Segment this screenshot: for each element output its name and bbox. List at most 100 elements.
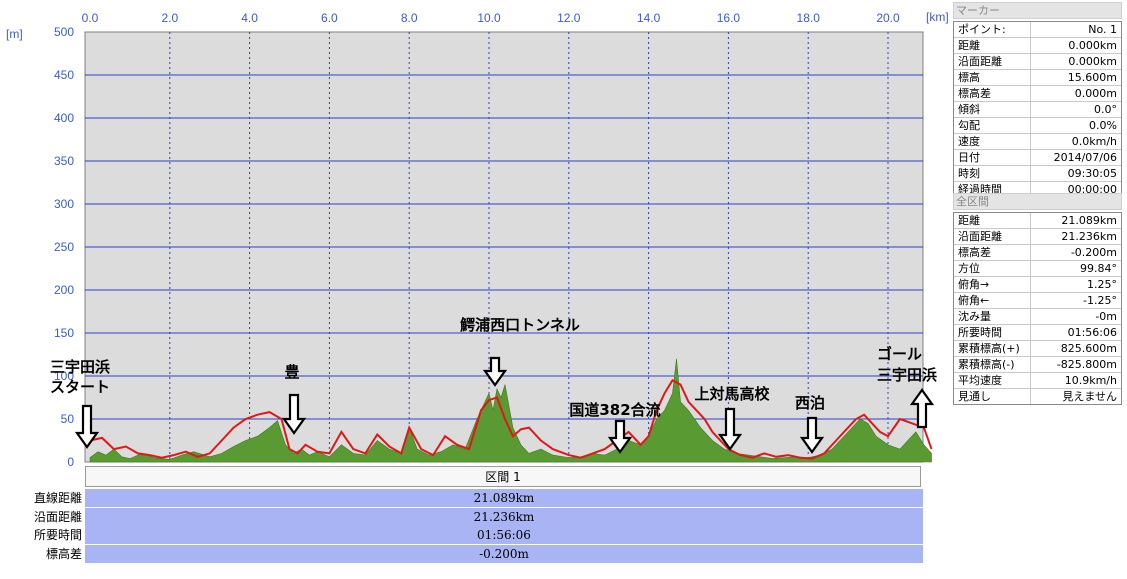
info-value: 21.089km (1061, 214, 1117, 227)
x-tick-label: 18.0 (797, 11, 821, 25)
arrow-down-icon (799, 416, 825, 454)
annotations: 三宇田浜スタート 豊 鰐浦西口トンネル国道382合流 上対馬高校西泊 ゴール三宇田浜 (50, 316, 937, 454)
summary-value: 01:56:06 (85, 526, 923, 544)
annotation-label: 豊 (284, 363, 299, 381)
y-tick-label: 300 (54, 197, 74, 211)
y-tick-label: 50 (61, 412, 75, 426)
arrow-down-icon (281, 393, 307, 435)
series-area-green (89, 358, 932, 463)
y-tick-label: 450 (54, 68, 74, 82)
annotation-label: スタート (50, 378, 110, 396)
info-value: No. 1 (1088, 23, 1117, 36)
annotation-marker: 西泊 (795, 394, 825, 454)
info-key: 見通し (954, 389, 1031, 404)
info-key: 累積標高(+) (954, 341, 1031, 356)
y-axis-ticks: 0 50 100 150 200 250 300 350 400 450 500 (54, 25, 74, 466)
summary-label: 標高差 (0, 544, 85, 563)
info-key: 方位 (954, 261, 1031, 276)
info-row: 時刻 09:30:05 (954, 166, 1121, 182)
info-key: 俯角← (954, 293, 1031, 308)
info-value: 0.0% (1089, 119, 1117, 132)
info-value: -1.25° (1083, 294, 1117, 307)
info-key: 距離 (954, 213, 1031, 228)
info-row: 平均速度 10.9km/h (954, 373, 1121, 389)
info-value: 1.25° (1087, 278, 1117, 291)
info-row: 沿面距離 0.000km (954, 54, 1121, 70)
annotation-label: 三宇田浜 (50, 358, 110, 376)
x-tick-label: 12.0 (557, 11, 581, 25)
x-tick-label: 20.0 (876, 11, 900, 25)
info-row: 標高差 -0.200m (954, 245, 1121, 261)
section-header[interactable]: 区間 1 (85, 466, 921, 487)
info-value: 825.600m (1060, 342, 1117, 355)
x-axis-ticks: 0.0 2.0 4.0 6.0 8.0 10.0 12.0 14.0 16.0 18.0 20.0 (82, 11, 900, 25)
x-tick-label: 8.0 (401, 11, 418, 25)
info-row: ポイント: No. 1 (954, 22, 1121, 38)
info-row: 標高差 0.000m (954, 86, 1121, 102)
info-value: 2014/07/06 (1053, 151, 1117, 164)
info-key: 時刻 (954, 166, 1031, 181)
summary-row: 標高差 -0.200m (0, 544, 923, 563)
x-tick-label: 6.0 (321, 11, 338, 25)
marker-table: ポイント: No. 1 距離 0.000km 沿面距離 0.000km 標高 15.600m 標… (953, 21, 1122, 198)
info-row: 累積標高(-) -825.800m (954, 357, 1121, 373)
summary-value: 21.089km (85, 489, 923, 507)
annotation-marker: 上対馬高校 (694, 385, 770, 451)
info-row: 俯角← -1.25° (954, 293, 1121, 309)
info-key: 勾配 (954, 118, 1031, 133)
total-panel: 全区間 距離 21.089km 沿面距離 21.236km 標高差 -0.200m 方位 99… (953, 193, 1122, 405)
info-key: 俯角→ (954, 277, 1031, 292)
x-tick-label: 10.0 (477, 11, 501, 25)
marker-panel: マーカー ポイント: No. 1 距離 0.000km 沿面距離 0.000km 標高 15.… (953, 2, 1122, 198)
series-line-red (89, 378, 933, 460)
summary-row: 沿面距離 21.236km (0, 507, 923, 526)
info-row: 沈み量 -0m (954, 309, 1121, 325)
info-value: 09:30:05 (1067, 167, 1117, 180)
arrow-down-icon (482, 356, 508, 387)
info-value: -0m (1095, 310, 1117, 323)
annotation-label: 三宇田浜 (877, 366, 937, 384)
info-key: 速度 (954, 134, 1031, 149)
annotation-marker: 国道382合流 (569, 401, 661, 454)
info-key: 沿面距離 (954, 229, 1031, 244)
info-row: 距離 21.089km (954, 213, 1121, 229)
info-key: 標高 (954, 70, 1031, 85)
series-layer (89, 358, 933, 463)
section-summary: 直線距離 21.089km 沿面距離 21.236km 所要時間 01:56:06 標高差 -… (0, 489, 923, 577)
y-unit-label: [m] (6, 27, 23, 41)
y-tick-label: 0 (67, 455, 74, 466)
info-row: 速度 0.0km/h (954, 134, 1121, 150)
info-value: 21.236km (1061, 230, 1117, 243)
summary-row: 所要時間 01:56:06 (0, 526, 923, 544)
info-row: 累積標高(+) 825.600m (954, 341, 1121, 357)
x-tick-label: 4.0 (241, 11, 258, 25)
x-unit-label: [km] (926, 10, 949, 24)
info-value: 01:56:06 (1067, 326, 1117, 339)
annotation-label: 西泊 (795, 394, 825, 412)
info-key: 経過時間 (954, 182, 1031, 197)
info-value: 0.000m (1074, 87, 1117, 100)
x-tick-label: 16.0 (717, 11, 741, 25)
annotation-label: ゴール (877, 345, 922, 363)
total-panel-title: 全区間 (953, 193, 1122, 210)
y-tick-label: 150 (54, 326, 74, 340)
info-value: 0.000km (1068, 55, 1117, 68)
y-tick-label: 400 (54, 111, 74, 125)
summary-label: 所要時間 (0, 526, 85, 544)
total-table: 距離 21.089km 沿面距離 21.236km 標高差 -0.200m 方位 99.84°… (953, 212, 1122, 405)
info-row: 勾配 0.0% (954, 118, 1121, 134)
x-tick-label: 0.0 (82, 11, 99, 25)
info-row: 所要時間 01:56:06 (954, 325, 1121, 341)
arrow-down-icon (717, 407, 743, 451)
y-tick-label: 350 (54, 154, 74, 168)
info-key: 所要時間 (954, 325, 1031, 340)
info-key: ポイント: (954, 22, 1031, 37)
annotation-label: 上対馬高校 (694, 385, 770, 403)
info-key: 平均速度 (954, 373, 1031, 388)
y-tick-label: 100 (54, 369, 74, 383)
annotation-marker: 鰐浦西口トンネル (459, 316, 580, 387)
info-value: 10.9km/h (1064, 374, 1117, 387)
info-row: 傾斜 0.0° (954, 102, 1121, 118)
